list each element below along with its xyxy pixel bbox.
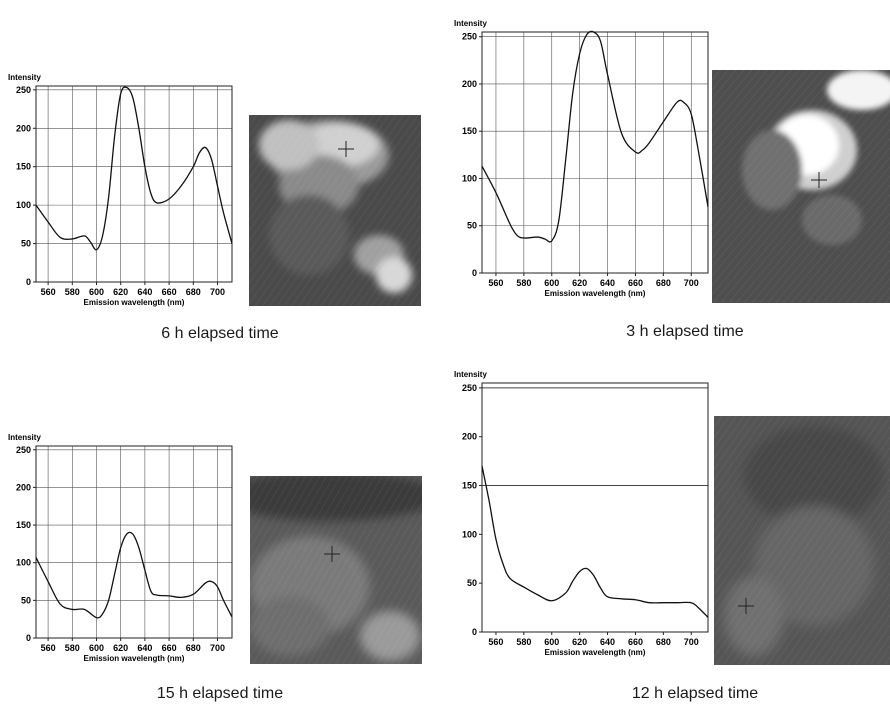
plot-frame [35, 85, 233, 283]
y-tick-label: 250 [462, 32, 477, 42]
x-tick-label: 620 [113, 643, 128, 653]
x-tick-label: 640 [600, 278, 615, 288]
x-tick-label: 680 [656, 637, 671, 647]
data-points [482, 466, 708, 617]
micrograph-3h [712, 70, 890, 303]
x-tick-label: 620 [113, 287, 128, 297]
x-tick-label: 660 [162, 287, 177, 297]
y-tick-label: 50 [467, 221, 477, 231]
y-tick-label: 250 [462, 383, 477, 393]
spectrum-line [35, 531, 233, 619]
data-points [482, 32, 708, 241]
caption-15h: 15 h elapsed time [156, 685, 284, 702]
x-tick-label: 580 [516, 637, 531, 647]
x-axis-label: Emission wavelength (nm) [84, 654, 185, 663]
x-tick-label: 680 [186, 643, 201, 653]
x-tick-label: 560 [488, 637, 503, 647]
y-tick-label: 250 [16, 445, 31, 455]
micrograph-12h [714, 416, 890, 665]
y-tick-label: 200 [462, 432, 477, 442]
spectrum-chart-3h: 0 50 100 150 200 250 560 580 600 620 640 660 680 700 I… [454, 19, 709, 298]
y-tick-label: 50 [21, 239, 31, 249]
spectrum-line [481, 465, 709, 618]
caption-3h: 3 h elapsed time [626, 323, 744, 340]
x-tick-label: 580 [65, 287, 80, 297]
x-tick-label: 700 [210, 287, 225, 297]
y-tick-label: 150 [462, 481, 477, 491]
y-axis-label: Intensity [8, 73, 41, 82]
grid [482, 32, 708, 274]
grid [36, 446, 232, 639]
caption-6h: 6 h elapsed time [161, 325, 279, 342]
y-tick-label: 150 [16, 520, 31, 530]
plot-frame [35, 445, 233, 639]
x-tick-label: 560 [41, 287, 56, 297]
y-axis-label: Intensity [454, 19, 487, 28]
x-tick-label: 640 [600, 637, 615, 647]
x-axis-label: Emission wavelength (nm) [84, 298, 185, 307]
x-tick-label: 660 [628, 278, 643, 288]
x-tick-label: 600 [89, 643, 104, 653]
x-tick-label: 580 [516, 278, 531, 288]
y-tick-label: 0 [472, 268, 477, 278]
spectrum-chart-6h: 0 50 100 150 200 250 560 580 600 620 640 660 680 700 I… [8, 73, 233, 307]
x-axis-label: Emission wavelength (nm) [545, 648, 646, 657]
x-tick-label: 700 [684, 637, 699, 647]
grid [36, 86, 232, 283]
y-tick-label: 100 [462, 173, 477, 183]
y-tick-label: 0 [26, 633, 31, 643]
x-tick-label: 560 [41, 643, 56, 653]
x-tick-label: 560 [488, 278, 503, 288]
spectrum-line [35, 86, 233, 251]
grid [482, 387, 708, 487]
y-tick-label: 200 [462, 79, 477, 89]
x-axis-label: Emission wavelength (nm) [545, 289, 646, 298]
x-tick-label: 680 [656, 278, 671, 288]
x-tick-label: 700 [210, 643, 225, 653]
spectrum-line [481, 30, 709, 243]
y-tick-label: 100 [16, 558, 31, 568]
x-tick-label: 660 [162, 643, 177, 653]
spectrum-chart-15h: 0 50 100 150 200 250 560 580 600 620 640 660 680 700 I… [8, 433, 233, 663]
x-tick-label: 640 [137, 287, 152, 297]
y-tick-label: 150 [462, 126, 477, 136]
x-tick-label: 600 [89, 287, 104, 297]
x-tick-label: 580 [65, 643, 80, 653]
x-tick-label: 620 [572, 637, 587, 647]
y-tick-label: 200 [16, 123, 31, 133]
y-tick-label: 0 [472, 627, 477, 637]
caption-12h: 12 h elapsed time [631, 685, 759, 702]
x-tick-label: 640 [137, 643, 152, 653]
plot-frame [481, 382, 709, 633]
y-axis-label: Intensity [8, 433, 41, 442]
data-points [36, 534, 232, 618]
y-tick-label: 100 [462, 529, 477, 539]
y-tick-label: 250 [16, 85, 31, 95]
x-tick-label: 660 [628, 637, 643, 647]
y-tick-label: 50 [467, 578, 477, 588]
micrograph-6h [249, 115, 421, 306]
plot-frame [481, 31, 709, 274]
y-tick-label: 0 [26, 277, 31, 287]
micrograph-15h [250, 476, 422, 664]
x-tick-label: 700 [684, 278, 699, 288]
spectrum-chart-12h: 0 50 100 150 200 250 560 580 600 620 640 660 680 700 I… [454, 370, 709, 657]
y-tick-label: 150 [16, 162, 31, 172]
x-tick-label: 680 [186, 287, 201, 297]
y-tick-label: 50 [21, 595, 31, 605]
y-axis-label: Intensity [454, 370, 487, 379]
data-points [36, 88, 232, 250]
y-tick-label: 100 [16, 200, 31, 210]
x-tick-label: 600 [544, 637, 559, 647]
x-tick-label: 620 [572, 278, 587, 288]
y-tick-label: 200 [16, 482, 31, 492]
x-tick-label: 600 [544, 278, 559, 288]
